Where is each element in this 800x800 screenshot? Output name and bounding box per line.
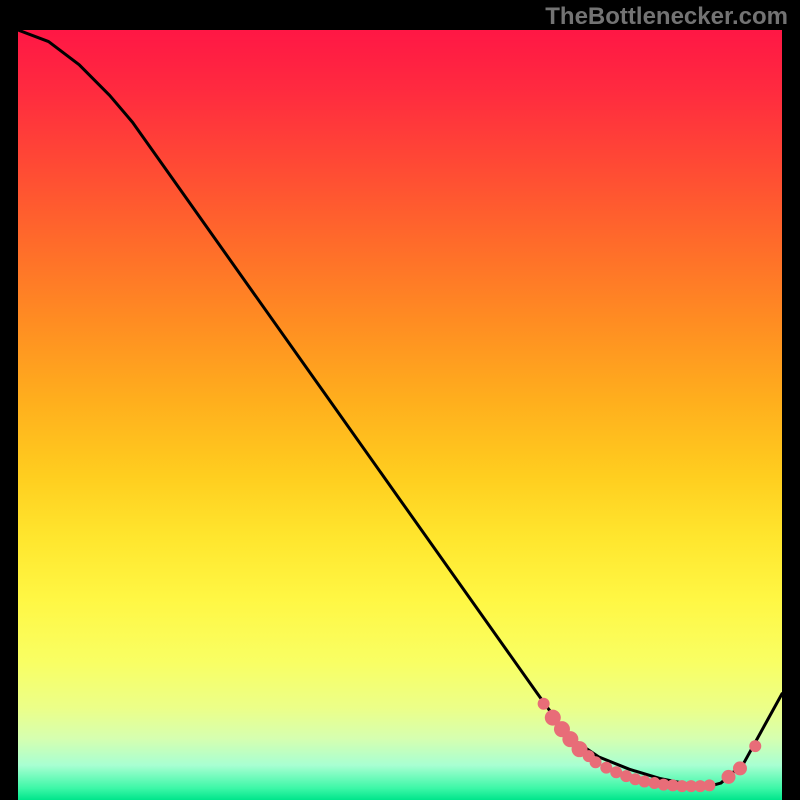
- watermark-text: TheBottlenecker.com: [545, 3, 788, 30]
- curve-marker: [703, 779, 715, 791]
- heat-gradient: [18, 30, 782, 800]
- curve-marker: [538, 698, 550, 710]
- curve-marker: [722, 770, 736, 784]
- curve-marker: [733, 761, 747, 775]
- bottleneck-chart: TheBottlenecker.com: [0, 0, 800, 800]
- curve-marker: [590, 756, 602, 768]
- curve-marker: [749, 740, 761, 752]
